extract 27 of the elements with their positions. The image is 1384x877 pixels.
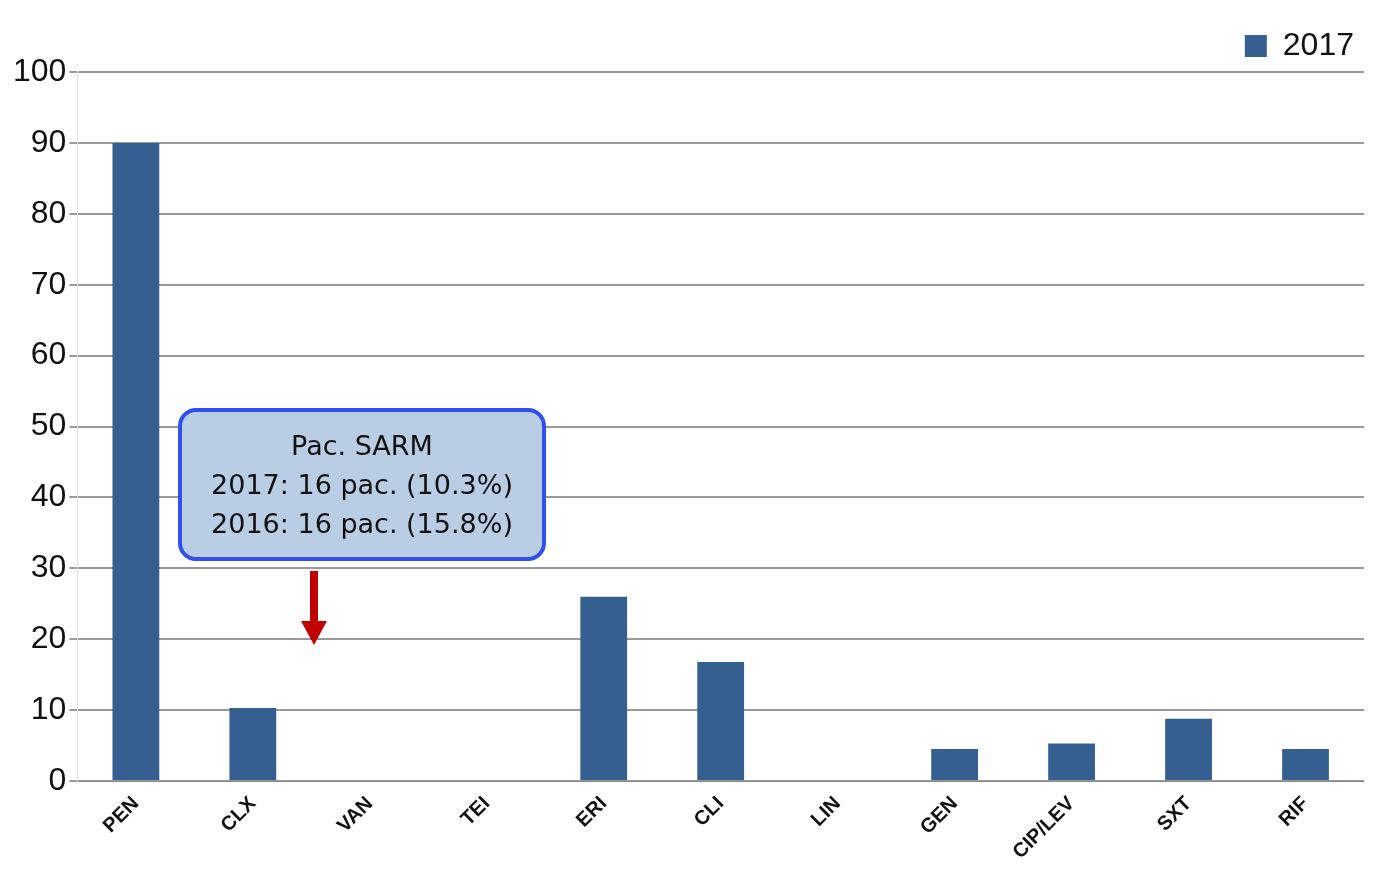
bar	[697, 661, 745, 781]
x-tick-label: ERI	[571, 791, 611, 831]
bar	[1048, 743, 1095, 781]
y-tick-label: 40	[30, 477, 67, 514]
y-tick-label: 0	[48, 760, 67, 797]
y-tick-label: 30	[30, 548, 67, 585]
y-tick-label: 70	[30, 264, 67, 301]
bar	[112, 142, 160, 781]
bar	[931, 749, 979, 781]
y-tick-label: 80	[30, 193, 67, 230]
y-tick-label: 10	[30, 689, 67, 726]
x-tick-label: TEI	[455, 791, 494, 830]
x-tick-label: RIF	[1273, 791, 1313, 831]
y-tick-label: 100	[13, 51, 67, 88]
bar	[1165, 718, 1212, 781]
x-tick-label: LIN	[806, 791, 845, 831]
y-tick-label: 20	[30, 619, 67, 656]
bar	[1282, 749, 1329, 781]
x-tick-label: CLI	[689, 791, 728, 831]
y-tick-label: 90	[30, 122, 67, 159]
y-tick-label: 50	[30, 406, 67, 443]
bar	[580, 596, 628, 781]
legend-label: 2017	[1282, 25, 1354, 62]
y-tick-label: 60	[30, 335, 67, 372]
bar	[229, 707, 277, 781]
x-tick-label: VAN	[332, 791, 377, 837]
annotation: Pac. SARM 2017: 16 pac. (10.3%) 2016: 16 pac. (15.8%)	[178, 408, 546, 561]
